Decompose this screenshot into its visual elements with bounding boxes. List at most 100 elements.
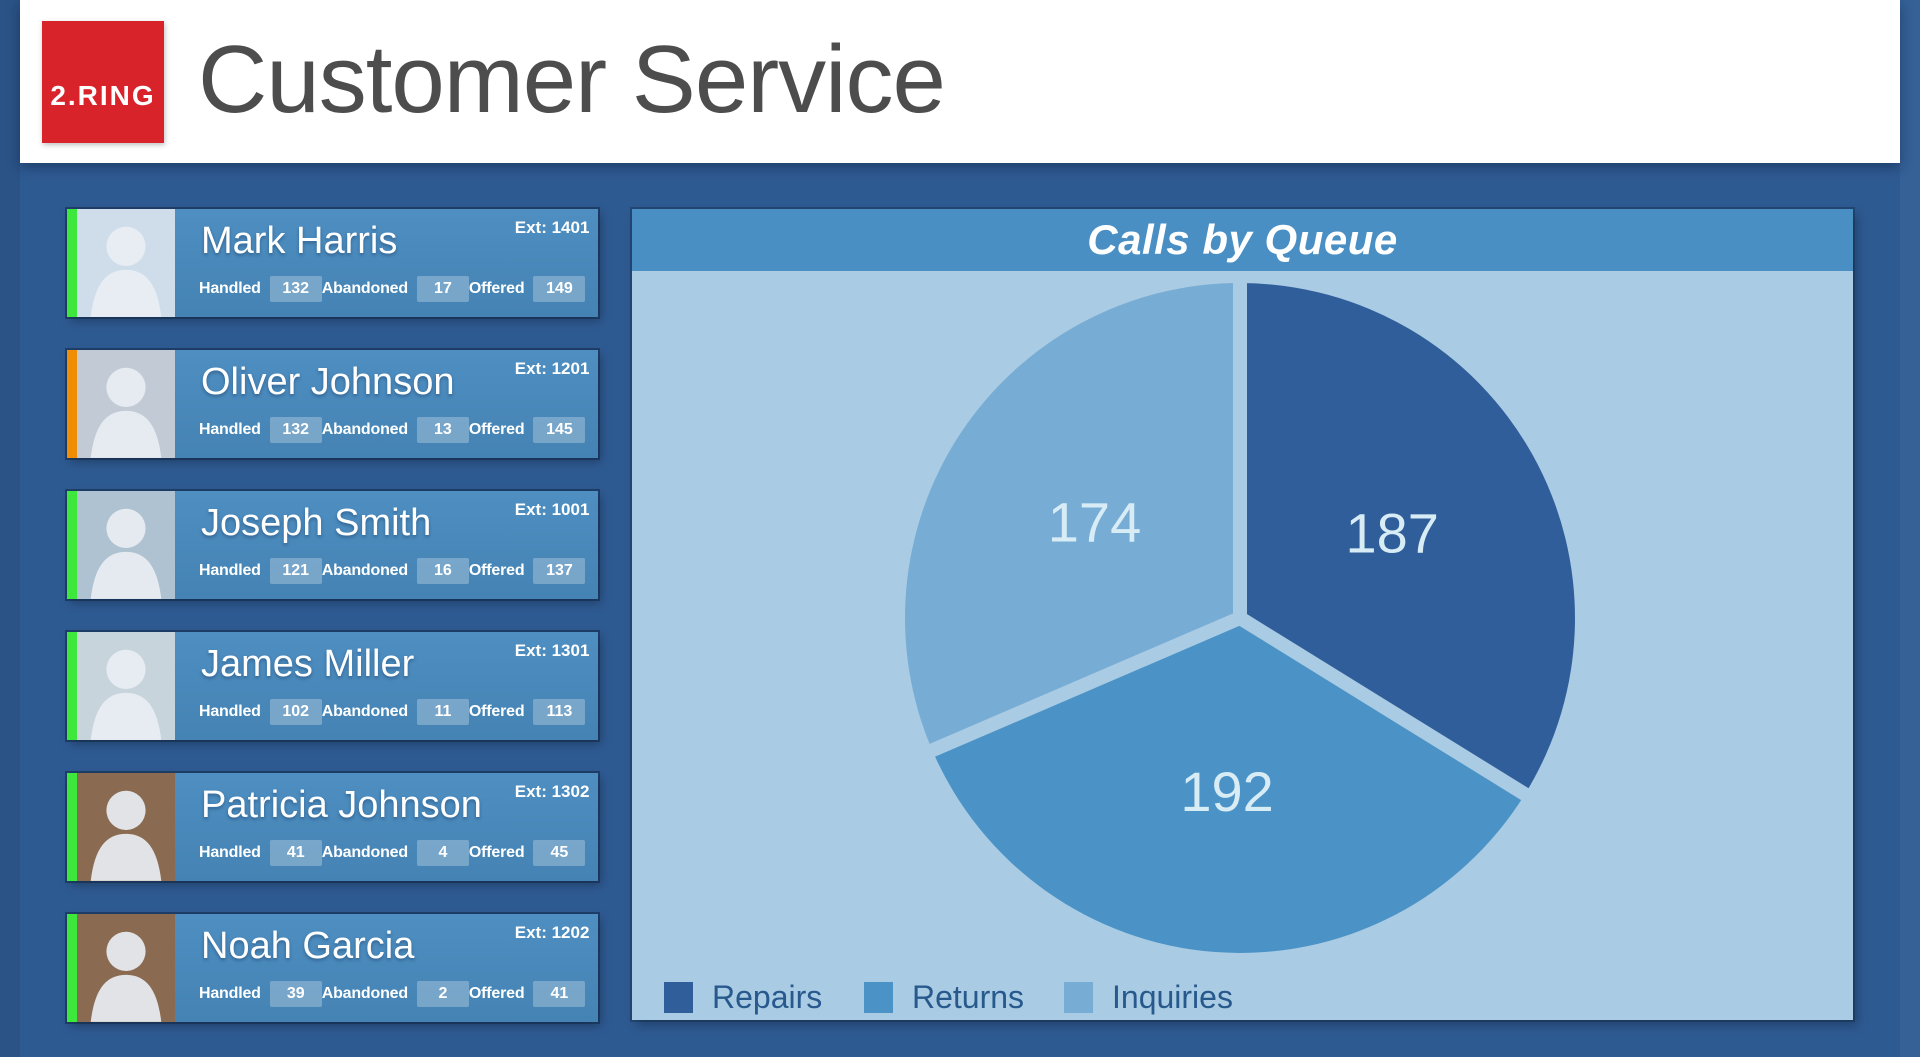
abandoned-value: 16: [416, 558, 469, 585]
handled-label: Handled: [199, 562, 261, 580]
agent-photo: [77, 350, 175, 458]
agent-extension: Ext: 1301: [514, 641, 590, 660]
handled-value: 132: [269, 417, 322, 444]
offered-label: Offered: [468, 703, 525, 721]
abandoned-label: Abandoned: [321, 703, 408, 721]
pie-value-label: 174: [1048, 491, 1141, 554]
offered-label: Offered: [468, 562, 525, 580]
agent-stats: Handled 132 Abandoned 13 Offered 145: [175, 409, 598, 458]
agent-photo: [77, 632, 175, 740]
offered-label: Offered: [468, 985, 525, 1003]
agent-name: Joseph Smith: [201, 501, 432, 544]
page-frame-right: [1900, 0, 1920, 1057]
brand-logo-text: 2.RING: [50, 80, 156, 111]
handled-value: 132: [269, 276, 322, 303]
handled-value: 41: [269, 840, 322, 867]
agent-name: Mark Harris: [201, 219, 398, 262]
agent-card-body: Oliver Johnson Ext: 1201 Handled 132 Aban…: [175, 350, 598, 458]
abandoned-label: Abandoned: [321, 844, 408, 862]
handled-label: Handled: [199, 985, 261, 1003]
brand-logo: 2.RING: [42, 21, 164, 143]
pie-slice-inquiries[interactable]: [905, 283, 1240, 751]
agent-stats: Handled 39 Abandoned 2 Offered 41: [175, 973, 598, 1022]
handled-value: 102: [269, 699, 322, 726]
agent-stats: Handled 132 Abandoned 17 Offered 149: [175, 268, 598, 317]
abandoned-value: 13: [416, 417, 469, 444]
agent-extension: Ext: 1401: [514, 218, 590, 237]
offered-label: Offered: [468, 844, 525, 862]
agent-name: James Miller: [201, 642, 415, 685]
pie-slice-returns[interactable]: [932, 618, 1525, 953]
agent-name: Patricia Johnson: [201, 783, 482, 826]
person-silhouette-icon: [90, 790, 162, 881]
agent-card[interactable]: Noah Garcia Ext: 1202 Handled 39 Abandone…: [67, 914, 598, 1022]
legend-item-inquiries[interactable]: Inquiries: [1064, 979, 1264, 1016]
offered-label: Offered: [468, 421, 525, 439]
agent-name: Noah Garcia: [201, 924, 415, 967]
handled-label: Handled: [199, 421, 261, 439]
agent-extension: Ext: 1302: [514, 782, 590, 801]
abandoned-label: Abandoned: [321, 985, 408, 1003]
person-silhouette-icon: [90, 367, 162, 458]
person-silhouette-icon: [90, 508, 162, 599]
agent-extension: Ext: 1001: [514, 500, 590, 519]
agent-card[interactable]: Patricia Johnson Ext: 1302 Handled 41 Aba…: [67, 773, 598, 881]
agent-card-body: Noah Garcia Ext: 1202 Handled 39 Abandone…: [175, 914, 598, 1022]
abandoned-label: Abandoned: [321, 562, 408, 580]
pie-slice-separator: [1236, 612, 1536, 805]
chart-legend: Repairs Returns Inquiries: [664, 979, 1264, 1016]
header: 2.RING Customer Service: [20, 0, 1900, 163]
agent-photo: [77, 491, 175, 599]
abandoned-value: 2: [416, 981, 469, 1008]
pie-chart: 187 192 174: [905, 275, 1575, 953]
handled-label: Handled: [199, 844, 261, 862]
page-title: Customer Service: [198, 26, 946, 133]
legend-item-returns[interactable]: Returns: [864, 979, 1064, 1016]
handled-label: Handled: [199, 703, 261, 721]
agent-list: Mark Harris Ext: 1401 Handled 132 Abandon…: [67, 209, 598, 1055]
abandoned-label: Abandoned: [321, 280, 408, 298]
agent-extension: Ext: 1201: [514, 359, 590, 378]
agent-card-body: James Miller Ext: 1301 Handled 102 Abando…: [175, 632, 598, 740]
offered-value: 45: [533, 840, 586, 867]
agent-card-body: Joseph Smith Ext: 1001 Handled 121 Abando…: [175, 491, 598, 599]
handled-label: Handled: [199, 280, 261, 298]
offered-label: Offered: [468, 280, 525, 298]
pie-slice-separator: [922, 611, 1243, 760]
abandoned-value: 4: [416, 840, 469, 867]
agent-card[interactable]: Mark Harris Ext: 1401 Handled 132 Abandon…: [67, 209, 598, 317]
chart-body: 187 192 174 Repairs Returns Inquiries: [632, 271, 1853, 1020]
agent-status-bar: [67, 632, 77, 740]
handled-value: 39: [269, 981, 322, 1008]
person-silhouette-icon: [90, 931, 162, 1022]
agent-photo: [77, 914, 175, 1022]
legend-label: Inquiries: [1112, 979, 1233, 1015]
agent-stats: Handled 102 Abandoned 11 Offered 113: [175, 691, 598, 740]
offered-value: 41: [533, 981, 586, 1008]
page-frame-left: [0, 0, 20, 1057]
chart-title: Calls by Queue: [632, 209, 1853, 271]
agent-status-bar: [67, 773, 77, 881]
calls-by-queue-panel: Calls by Queue 187 192 174 Repairs Returns…: [632, 209, 1853, 1020]
agent-name: Oliver Johnson: [201, 360, 455, 403]
handled-value: 121: [269, 558, 322, 585]
legend-label: Repairs: [712, 979, 823, 1015]
agent-status-bar: [67, 914, 77, 1022]
legend-label: Returns: [912, 979, 1025, 1015]
agent-card[interactable]: Oliver Johnson Ext: 1201 Handled 132 Aban…: [67, 350, 598, 458]
offered-value: 145: [533, 417, 586, 444]
agent-status-bar: [67, 350, 77, 458]
agent-photo: [77, 209, 175, 317]
agent-photo: [77, 773, 175, 881]
legend-swatch: [664, 982, 693, 1013]
agent-card-body: Mark Harris Ext: 1401 Handled 132 Abandon…: [175, 209, 598, 317]
person-silhouette-icon: [90, 226, 162, 317]
abandoned-label: Abandoned: [321, 421, 408, 439]
pie-value-label: 192: [1180, 760, 1273, 823]
agent-status-bar: [67, 209, 77, 317]
agent-status-bar: [67, 491, 77, 599]
agent-card[interactable]: James Miller Ext: 1301 Handled 102 Abando…: [67, 632, 598, 740]
agent-card[interactable]: Joseph Smith Ext: 1001 Handled 121 Abando…: [67, 491, 598, 599]
legend-swatch: [864, 982, 893, 1013]
legend-item-repairs[interactable]: Repairs: [664, 979, 864, 1016]
